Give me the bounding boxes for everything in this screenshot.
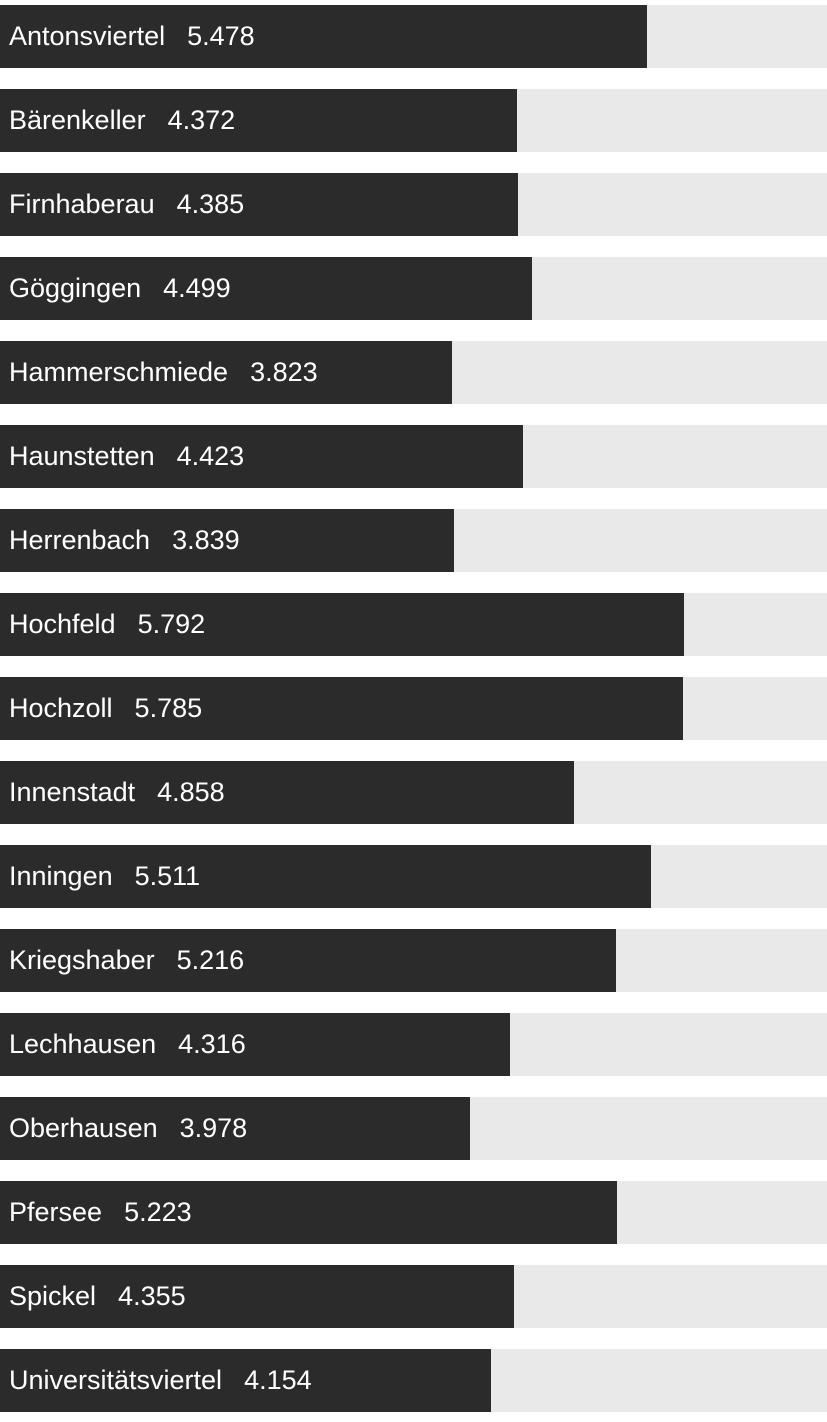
bar-value-label: 4.154 [244, 1365, 312, 1395]
bar-value-label: 3.823 [250, 357, 318, 387]
bar-track: Kriegshaber 5.216 [0, 929, 827, 992]
bar-category-label: Spickel [9, 1281, 97, 1311]
bar-value-label: 4.423 [176, 441, 245, 471]
bar-category-label: Bärenkeller [9, 105, 146, 135]
bar-category-label: Herrenbach [9, 525, 151, 555]
bar-category-label: Hammerschmiede [9, 357, 229, 387]
bar-row: Inningen 5.511 [0, 845, 827, 908]
bar-track: Oberhausen 3.978 [0, 1097, 827, 1160]
bar-row: Bärenkeller 4.372 [0, 89, 827, 152]
bar-category-label: Inningen [9, 861, 113, 891]
bar-track: Pfersee 5.223 [0, 1181, 827, 1244]
bar: Hammerschmiede 3.823 [0, 341, 452, 404]
bar-category-label: Hochfeld [9, 609, 116, 639]
bar-row: Göggingen 4.499 [0, 257, 827, 320]
bar-category-label: Göggingen [9, 273, 142, 303]
bar-category-label: Innenstadt [9, 777, 136, 807]
bar-value-label: 4.385 [176, 189, 245, 219]
bar-track: Herrenbach 3.839 [0, 509, 827, 572]
bar-row: Hochzoll 5.785 [0, 677, 827, 740]
bar-row: Antonsviertel 5.478 [0, 5, 827, 68]
bar-track: Haunstetten 4.423 [0, 425, 827, 488]
bar: Lechhausen 4.316 [0, 1013, 510, 1076]
bar-track: Inningen 5.511 [0, 845, 827, 908]
bar: Antonsviertel 5.478 [0, 5, 648, 68]
bar: Spickel 4.355 [0, 1265, 515, 1328]
bar-row: Innenstadt 4.858 [0, 761, 827, 824]
bar-category-label: Kriegshaber [9, 945, 155, 975]
bar-category-label: Firnhaberau [9, 189, 155, 219]
bar-value-label: 5.792 [137, 609, 206, 639]
bar: Inningen 5.511 [0, 845, 652, 908]
bar: Firnhaberau 4.385 [0, 173, 519, 236]
bar-row: Hochfeld 5.792 [0, 593, 827, 656]
bar-category-label: Pfersee [9, 1197, 103, 1227]
bar-row: Hammerschmiede 3.823 [0, 341, 827, 404]
bar-track: Spickel 4.355 [0, 1265, 827, 1328]
bar-value-label: 3.978 [179, 1113, 248, 1143]
bar-value-label: 5.478 [187, 21, 255, 51]
bar-row: Herrenbach 3.839 [0, 509, 827, 572]
bar-value-label: 4.372 [167, 105, 236, 135]
bar-row: Spickel 4.355 [0, 1265, 827, 1328]
bar-value-label: 3.839 [172, 525, 240, 555]
bar-track: Hochfeld 5.792 [0, 593, 827, 656]
bar: Innenstadt 4.858 [0, 761, 574, 824]
bar-value-label: 4.355 [118, 1281, 186, 1311]
bar-track: Antonsviertel 5.478 [0, 5, 827, 68]
bar: Oberhausen 3.978 [0, 1097, 470, 1160]
bar-track: Hochzoll 5.785 [0, 677, 827, 740]
bar-row: Lechhausen 4.316 [0, 1013, 827, 1076]
bar-track: Bärenkeller 4.372 [0, 89, 827, 152]
bar-track: Firnhaberau 4.385 [0, 173, 827, 236]
bar-category-label: Haunstetten [9, 441, 155, 471]
bar: Universitätsviertel 4.154 [0, 1349, 491, 1412]
bar-row: Haunstetten 4.423 [0, 425, 827, 488]
bar-row: Oberhausen 3.978 [0, 1097, 827, 1160]
bar: Haunstetten 4.423 [0, 425, 523, 488]
bar-category-label: Universitätsviertel [9, 1365, 223, 1395]
bar-track: Hammerschmiede 3.823 [0, 341, 827, 404]
bar-track: Universitätsviertel 4.154 [0, 1349, 827, 1412]
bar-value-label: 4.858 [157, 777, 225, 807]
bar: Kriegshaber 5.216 [0, 929, 617, 992]
bar-row: Universitätsviertel 4.154 [0, 1349, 827, 1412]
bar-value-label: 5.223 [124, 1197, 192, 1227]
bar-track: Lechhausen 4.316 [0, 1013, 827, 1076]
bar-value-label: 5.216 [176, 945, 245, 975]
bar-category-label: Antonsviertel [9, 21, 166, 51]
bar-value-label: 5.511 [134, 861, 201, 891]
bar: Herrenbach 3.839 [0, 509, 454, 572]
bar-track: Göggingen 4.499 [0, 257, 827, 320]
bar-row: Firnhaberau 4.385 [0, 173, 827, 236]
bar-row: Kriegshaber 5.216 [0, 929, 827, 992]
bar: Pfersee 5.223 [0, 1181, 618, 1244]
bar-value-label: 4.499 [163, 273, 231, 303]
bar-category-label: Hochzoll [9, 693, 113, 723]
bar: Göggingen 4.499 [0, 257, 532, 320]
bar: Bärenkeller 4.372 [0, 89, 517, 152]
bar-value-label: 4.316 [178, 1029, 246, 1059]
bar: Hochfeld 5.792 [0, 593, 685, 656]
bar-category-label: Lechhausen [9, 1029, 157, 1059]
bar-track: Innenstadt 4.858 [0, 761, 827, 824]
bar-row: Pfersee 5.223 [0, 1181, 827, 1244]
bar-value-label: 5.785 [134, 693, 203, 723]
bar: Hochzoll 5.785 [0, 677, 684, 740]
bar-category-label: Oberhausen [9, 1113, 158, 1143]
